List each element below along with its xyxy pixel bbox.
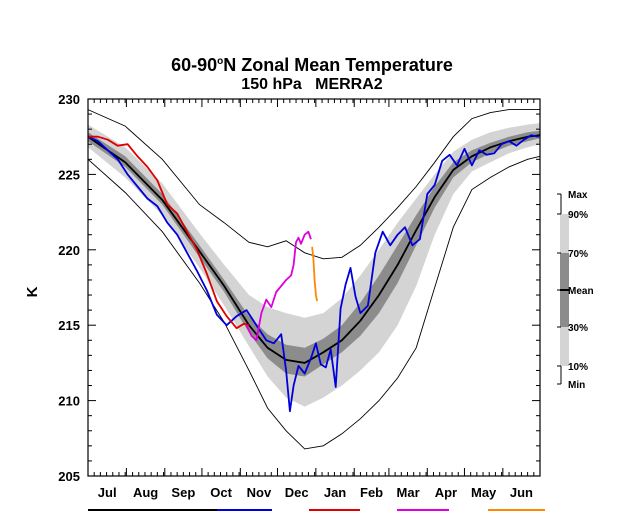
legend-label: 30% (568, 323, 588, 334)
x-month-label: Jun (510, 485, 533, 500)
legend-label: 90% (568, 210, 588, 221)
legend: Max 90% 70% Mean 30% 10% Min (557, 190, 594, 391)
series-line-1 (88, 135, 250, 330)
x-month-label: Jan (324, 485, 346, 500)
x-month-label: Nov (247, 485, 272, 500)
chart-title-superscript: o (217, 56, 223, 67)
y-tick-label: 205 (58, 469, 80, 484)
y-tick-label: 210 (58, 394, 80, 409)
chart-title: 60-90oN Zonal Mean Temperature (171, 55, 453, 75)
x-month-label: May (471, 485, 497, 500)
legend-label: Min (568, 380, 585, 391)
x-month-label: Mar (397, 485, 420, 500)
x-month-label: Jul (98, 485, 117, 500)
x-month-label: Aug (133, 485, 158, 500)
plot-frame (87, 98, 541, 477)
x-month-label: Feb (360, 485, 383, 500)
legend-label: Max (568, 190, 588, 201)
series-line-2 (245, 230, 312, 342)
data-lines (87, 134, 539, 413)
x-month-label: Dec (285, 485, 309, 500)
y-tick-label: 225 (58, 167, 80, 182)
y-tick-label: 230 (58, 92, 80, 107)
y-tick-label: 215 (58, 318, 80, 333)
x-month-label: Apr (435, 485, 457, 500)
chart-subtitle: 150 hPa MERRA2 (241, 76, 382, 93)
chart-title-rest: N Zonal Mean Temperature (223, 55, 453, 75)
y-axis-label: K (24, 286, 41, 297)
axes: 205 210 215 220 225 230 Jul Aug Sep Oct Nov Dec Jan F… (58, 92, 540, 500)
y-tick-label: 220 (58, 243, 80, 258)
x-month-label: Sep (171, 485, 195, 500)
max-line (87, 109, 540, 260)
chart-title-main: 60-90 (171, 55, 217, 75)
x-month-label: Oct (210, 485, 232, 500)
series-line-3 (311, 246, 318, 302)
legend-label: 10% (568, 362, 588, 373)
series-line-0 (87, 134, 539, 413)
legend-label: 70% (568, 249, 588, 260)
legend-label: Mean (568, 286, 594, 297)
